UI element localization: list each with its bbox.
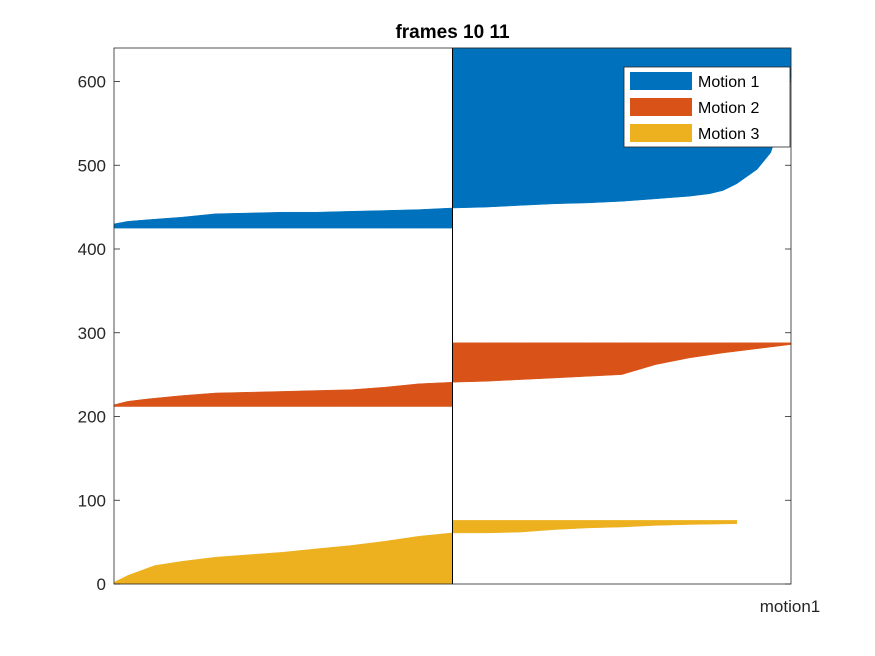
legend: Motion 1 Motion 2 Motion 3	[623, 66, 791, 148]
y-tick-label-100: 100	[78, 491, 106, 510]
legend-swatch-1	[630, 72, 692, 90]
ticks-layer: 0 100 200 300 400 500 600	[78, 73, 791, 594]
y-tick-label-300: 300	[78, 324, 106, 343]
chart-title: frames 10 11	[395, 22, 510, 43]
x-axis-label: motion1	[760, 597, 820, 616]
legend-label-1: Motion 1	[698, 74, 759, 91]
y-tick-label-200: 200	[78, 408, 106, 427]
y-tick-label-500: 500	[78, 156, 106, 175]
legend-label-3: Motion 3	[698, 126, 759, 143]
axes-box	[113, 47, 792, 585]
series-2-area-2	[452, 342, 792, 383]
legend-label-2: Motion 2	[698, 100, 759, 117]
series-3-area-1	[113, 532, 453, 585]
y-tick-label-600: 600	[78, 73, 106, 92]
series-1-area-1	[113, 207, 453, 229]
y-tick-label-0: 0	[97, 575, 106, 594]
y-tick-label-400: 400	[78, 240, 106, 259]
series-2-area-1	[113, 381, 453, 407]
legend-swatch-3	[630, 124, 692, 142]
series-3-area-2	[452, 520, 738, 534]
legend-swatch-2	[630, 98, 692, 116]
